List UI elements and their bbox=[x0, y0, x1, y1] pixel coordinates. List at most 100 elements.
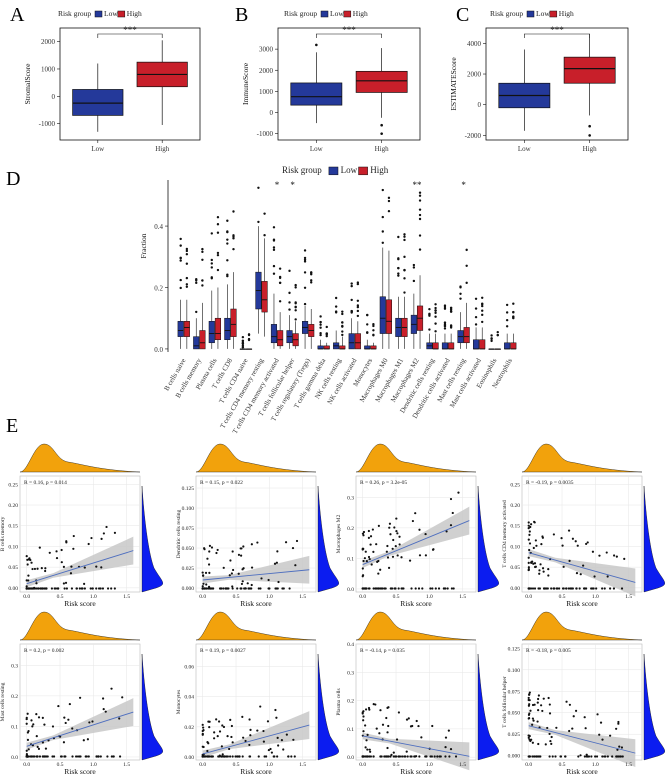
y-tick-label: 2000 bbox=[467, 71, 482, 79]
data-point bbox=[207, 585, 211, 588]
outlier-point bbox=[185, 285, 189, 288]
data-point bbox=[226, 755, 229, 758]
data-point bbox=[220, 745, 223, 748]
data-point bbox=[208, 571, 211, 574]
outlier-point bbox=[195, 281, 198, 285]
fit-line bbox=[202, 724, 310, 755]
data-point bbox=[221, 753, 224, 756]
data-point bbox=[451, 511, 454, 515]
outlier-point bbox=[247, 333, 251, 336]
outlier-point bbox=[216, 231, 220, 234]
data-point bbox=[202, 726, 205, 729]
data-point bbox=[208, 550, 211, 553]
significance-label: ** bbox=[412, 180, 422, 190]
box-high bbox=[355, 70, 408, 93]
y-tick-label: 0.20 bbox=[510, 503, 520, 509]
data-point bbox=[113, 531, 117, 534]
data-point bbox=[396, 532, 399, 535]
outlier-point bbox=[481, 296, 484, 300]
data-point bbox=[529, 525, 532, 529]
x-tick-label: 1.5 bbox=[299, 594, 306, 600]
x-tick-label: 0.0 bbox=[23, 594, 30, 600]
data-point bbox=[365, 560, 368, 563]
outlier-point bbox=[512, 316, 515, 319]
x-tick-label: 1.0 bbox=[426, 762, 433, 768]
data-point bbox=[55, 556, 59, 560]
data-point bbox=[362, 530, 366, 534]
density-right bbox=[477, 653, 499, 761]
outlier-point bbox=[505, 325, 509, 328]
data-point bbox=[277, 744, 280, 747]
data-point bbox=[568, 703, 571, 706]
data-point bbox=[256, 729, 259, 732]
data-point bbox=[431, 548, 435, 551]
outlier-point bbox=[380, 123, 383, 127]
y-axis-label: T cells CD4 memory activated bbox=[502, 500, 508, 568]
outlier-point bbox=[288, 291, 291, 295]
data-point bbox=[593, 575, 596, 578]
data-point bbox=[375, 727, 378, 730]
data-point bbox=[106, 755, 109, 758]
y-tick-label: 2000 bbox=[259, 67, 274, 75]
data-point bbox=[407, 717, 410, 720]
data-point bbox=[60, 548, 63, 552]
data-point bbox=[444, 745, 447, 749]
significance-label: *** bbox=[550, 25, 564, 35]
data-point bbox=[447, 729, 450, 732]
data-point bbox=[394, 545, 397, 548]
outlier-point bbox=[210, 277, 213, 280]
y-tick-label: 0.2 bbox=[347, 699, 354, 705]
box-high bbox=[214, 317, 221, 340]
outlier-point bbox=[465, 248, 468, 252]
data-point bbox=[436, 755, 439, 758]
outlier-point bbox=[449, 326, 453, 329]
data-point bbox=[237, 572, 240, 575]
data-point bbox=[532, 562, 535, 565]
box-low bbox=[208, 321, 215, 344]
data-point bbox=[31, 725, 34, 728]
data-point bbox=[231, 755, 234, 758]
data-point bbox=[372, 755, 375, 758]
data-point bbox=[363, 557, 366, 560]
density-top bbox=[521, 611, 643, 641]
plot-frame bbox=[19, 475, 141, 593]
outlier-point bbox=[179, 286, 182, 290]
data-point bbox=[243, 587, 246, 590]
significance-label: * bbox=[275, 180, 280, 190]
outlier-point bbox=[490, 337, 493, 341]
x-tick-label: 1.5 bbox=[459, 594, 466, 600]
outlier-point bbox=[372, 322, 375, 326]
data-point bbox=[250, 566, 254, 569]
outlier-point bbox=[449, 308, 453, 311]
fit-line bbox=[362, 735, 470, 757]
outlier-point bbox=[341, 312, 344, 316]
box-high bbox=[277, 330, 284, 347]
data-point bbox=[449, 524, 453, 527]
y-axis-label: ESTIMATEScore bbox=[449, 57, 458, 111]
outlier-point bbox=[319, 323, 322, 326]
data-point bbox=[388, 526, 391, 529]
box-low bbox=[504, 342, 511, 350]
data-point bbox=[418, 755, 421, 758]
y-tick-label: 0.4 bbox=[154, 223, 163, 231]
data-point bbox=[527, 556, 530, 559]
outlier-point bbox=[232, 234, 235, 237]
y-tick-label: 0 bbox=[478, 101, 482, 109]
outlier-point bbox=[334, 311, 338, 314]
y-axis-label: T cells follicular helper bbox=[501, 676, 508, 728]
data-point bbox=[38, 755, 42, 758]
outlier-point bbox=[185, 247, 189, 251]
x-axis-label: Risk score bbox=[400, 767, 432, 775]
data-point bbox=[203, 587, 206, 590]
outlier-point bbox=[216, 251, 220, 255]
data-point bbox=[362, 715, 365, 718]
data-point bbox=[386, 731, 389, 734]
outlier-point bbox=[443, 307, 447, 310]
data-point bbox=[449, 748, 453, 751]
data-point bbox=[538, 569, 541, 572]
outlier-point bbox=[366, 331, 369, 334]
data-point bbox=[33, 587, 37, 590]
y-tick-label: 0.10 bbox=[510, 544, 520, 550]
legend-swatch-low bbox=[328, 166, 339, 176]
data-point bbox=[288, 587, 291, 590]
